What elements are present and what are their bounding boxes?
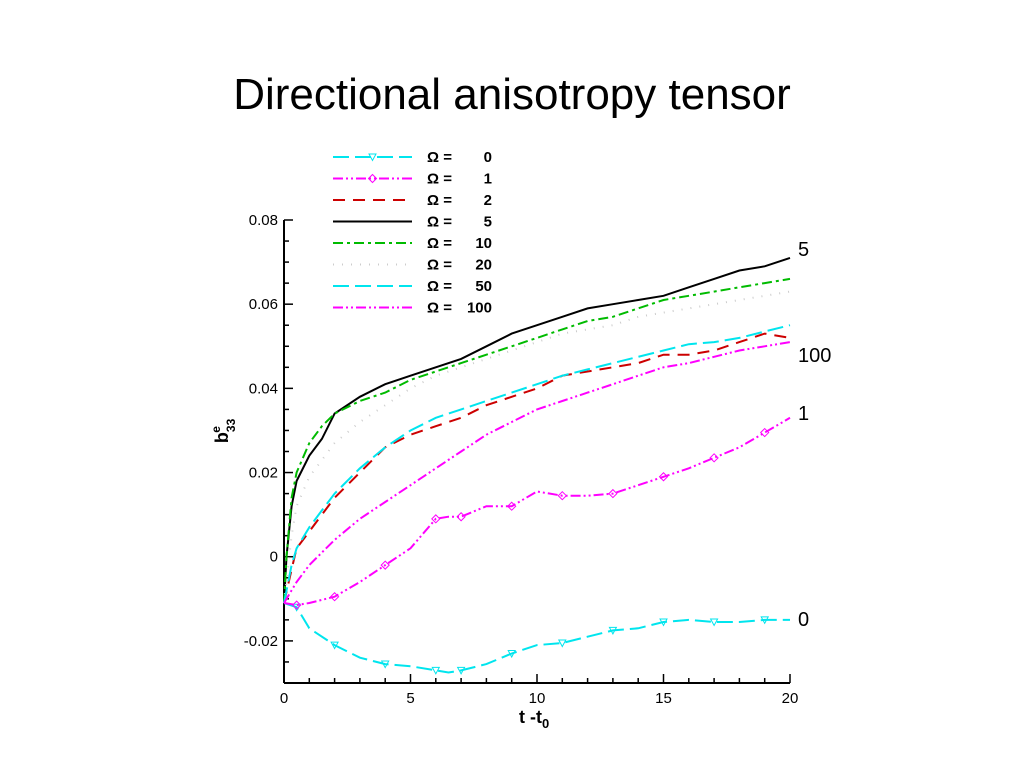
y-tick-label: 0.02 <box>249 465 278 482</box>
legend-prefix: Ω = <box>427 149 452 166</box>
series-marker-omega-0 <box>380 660 390 669</box>
y-axis-label: b33e <box>209 418 238 443</box>
legend-label-omega-100: 100 <box>467 300 492 317</box>
legend-label-omega-5: 5 <box>484 214 492 231</box>
series-marker-omega-1 <box>431 514 441 524</box>
series-marker-omega-1 <box>291 600 302 610</box>
series-marker-omega-0 <box>709 618 719 627</box>
legend-prefix: Ω = <box>427 214 452 231</box>
slide-title: Directional anisotropy tensor <box>233 70 791 119</box>
series-marker-omega-0 <box>659 618 668 627</box>
end-label-omega-5: 5 <box>798 239 809 261</box>
series-marker-omega-1 <box>506 501 517 511</box>
x-tick-label: 15 <box>655 690 672 707</box>
series-marker-omega-0 <box>557 639 567 648</box>
series-line-omega-0 <box>283 602 790 674</box>
y-tick-label: 0.04 <box>249 380 278 397</box>
series-line-omega-20 <box>283 290 791 604</box>
legend-label-omega-0: 0 <box>484 149 492 166</box>
x-tick-label: 20 <box>782 690 799 707</box>
series-marker-omega-0 <box>608 626 618 635</box>
legend-prefix: Ω = <box>427 278 452 295</box>
legend-label-omega-10: 10 <box>475 235 492 252</box>
y-tick-label: 0.06 <box>249 296 278 313</box>
series-marker-omega-1 <box>380 560 390 570</box>
legend-label-omega-1: 1 <box>484 171 492 188</box>
series-line-omega-1 <box>283 416 791 607</box>
x-tick-label: 10 <box>529 690 546 707</box>
series-marker-omega-0 <box>760 616 770 625</box>
legend-prefix: Ω = <box>427 300 452 317</box>
series-line-omega-10 <box>283 277 791 604</box>
series-marker-omega-1 <box>557 490 568 501</box>
series-marker-omega-1 <box>329 592 340 602</box>
legend-prefix: Ω = <box>427 257 452 274</box>
legend-label-omega-2: 2 <box>484 192 492 209</box>
series-marker-omega-1 <box>608 488 618 499</box>
legend-prefix: Ω = <box>427 171 452 188</box>
legend-marker-omega-1 <box>367 173 378 184</box>
x-tick-label: 0 <box>280 690 288 707</box>
end-label-omega-100: 100 <box>798 345 831 367</box>
series-marker-omega-1 <box>759 427 770 438</box>
legend-label-omega-20: 20 <box>475 257 492 274</box>
legend-prefix: Ω = <box>427 192 452 209</box>
legend-label-omega-50: 50 <box>475 278 492 295</box>
legend-prefix: Ω = <box>427 235 452 252</box>
series-line-omega-50 <box>283 324 791 604</box>
legend-marker-omega-0 <box>368 153 377 162</box>
y-tick-label: 0 <box>270 549 278 566</box>
series-marker-omega-0 <box>507 650 517 659</box>
series-marker-omega-1 <box>456 512 466 522</box>
end-label-omega-1: 1 <box>798 403 809 425</box>
series-marker-omega-1 <box>709 453 719 463</box>
series-marker-omega-0 <box>330 641 339 650</box>
series-marker-omega-0 <box>456 666 466 675</box>
end-label-omega-0: 0 <box>798 609 809 631</box>
series-marker-omega-0 <box>431 666 441 675</box>
series-line-omega-5 <box>283 256 791 604</box>
series-marker-omega-1 <box>658 472 669 482</box>
x-axis-label: t -t0 <box>519 707 549 731</box>
y-tick-label: -0.02 <box>244 633 278 650</box>
y-tick-label: 0.08 <box>249 212 278 229</box>
x-tick-label: 5 <box>406 690 414 707</box>
series-line-omega-100 <box>283 341 791 604</box>
